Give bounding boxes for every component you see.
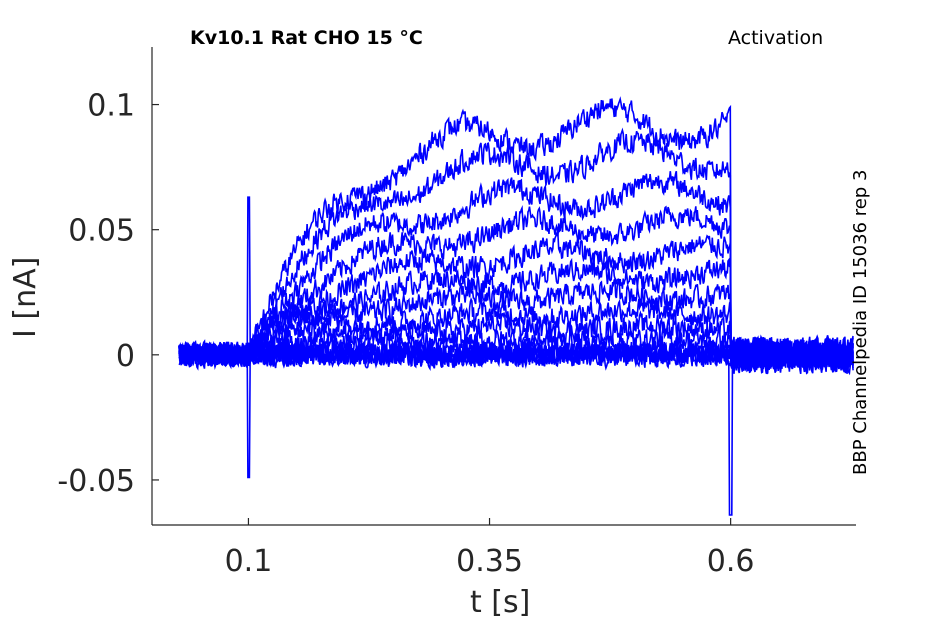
protocol-label: Activation xyxy=(728,27,824,49)
trace-group xyxy=(178,96,854,516)
x-tick-label: 0.1 xyxy=(225,544,273,579)
y-tick-label: 0.05 xyxy=(68,214,135,249)
y-axis-label: I [nA] xyxy=(8,256,43,338)
x-axis-label: t [s] xyxy=(470,585,531,620)
chart-title: Kv10.1 Rat CHO 15 °C xyxy=(190,27,423,49)
channelpedia-id-label: BBP Channelpedia ID 15036 rep 3 xyxy=(850,169,871,475)
x-tick-label: 0.6 xyxy=(707,544,755,579)
y-tick-label: 0 xyxy=(116,339,135,374)
y-tick-label: 0.1 xyxy=(87,89,135,124)
axes-group: -0.05 0 0.05 0.1 0.1 0.35 0.6 xyxy=(57,47,856,579)
x-tick-label: 0.35 xyxy=(456,544,523,579)
current-trace-14 xyxy=(178,127,854,371)
y-tick-label: -0.05 xyxy=(57,464,135,499)
current-trace-15 xyxy=(178,96,854,373)
